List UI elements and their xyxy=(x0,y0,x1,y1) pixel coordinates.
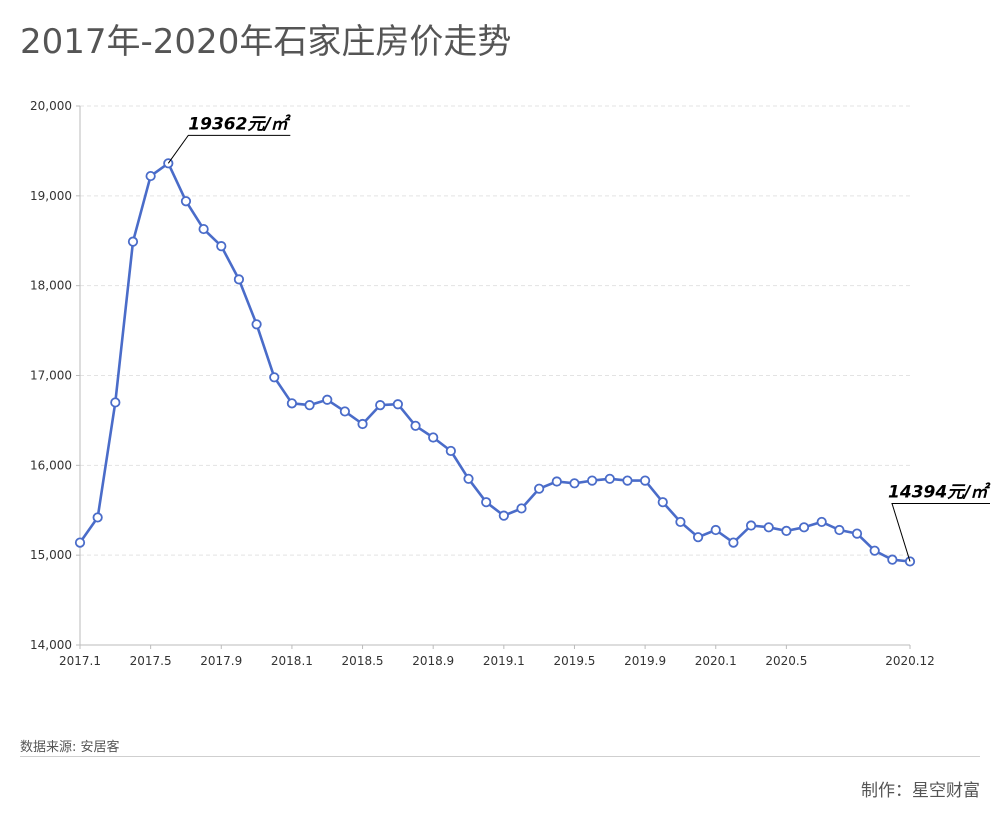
callout-label-end: 14394元/㎡ xyxy=(888,481,991,502)
data-point xyxy=(392,399,403,410)
x-tick-label: 2019.9 xyxy=(624,654,666,668)
data-point xyxy=(498,510,509,521)
data-point xyxy=(74,537,86,548)
data-point xyxy=(798,522,810,533)
data-point xyxy=(745,520,757,531)
data-point xyxy=(198,223,209,235)
callout-leader-peak xyxy=(167,134,291,164)
data-point xyxy=(710,524,721,536)
x-tick-label: 2020.5 xyxy=(765,654,807,668)
data-point xyxy=(339,406,350,417)
data-point xyxy=(569,478,580,489)
y-tick-label: 14,000 xyxy=(30,638,72,652)
data-point xyxy=(622,475,633,486)
x-tick-label: 2018.9 xyxy=(412,654,454,668)
footer-divider xyxy=(20,756,980,757)
x-axis-ticks: 2017.1 2017.5 2017.9 2018.1 2018.5 2018.9 2019… xyxy=(59,645,935,668)
data-point xyxy=(216,241,227,252)
data-point xyxy=(463,473,474,484)
data-point xyxy=(322,394,333,405)
data-point xyxy=(834,524,845,536)
data-point xyxy=(251,319,262,330)
series-layer xyxy=(74,158,916,567)
data-point xyxy=(145,170,156,182)
data-point xyxy=(375,400,386,411)
data-point xyxy=(604,473,615,484)
data-point xyxy=(692,532,704,543)
y-tick-label: 19,000 xyxy=(30,189,72,203)
data-point xyxy=(551,476,562,487)
y-tick-label: 18,000 xyxy=(30,279,72,293)
data-point xyxy=(410,420,421,431)
data-point xyxy=(357,418,368,430)
data-point xyxy=(269,372,280,383)
x-tick-label: 2020.1 xyxy=(695,654,737,668)
callouts: 19362元/㎡ 14394元/㎡ xyxy=(167,113,991,562)
x-tick-label: 2018.5 xyxy=(342,654,384,668)
data-point xyxy=(728,537,739,548)
x-tick-label: 2017.9 xyxy=(200,654,242,668)
data-point xyxy=(763,522,774,533)
credit-text: 制作：星空财富 xyxy=(861,781,980,801)
x-tick-label: 2020.12 xyxy=(885,654,935,668)
data-point xyxy=(180,196,192,207)
data-point xyxy=(428,432,439,443)
data-point xyxy=(675,516,686,528)
y-tick-label: 15,000 xyxy=(30,548,72,562)
data-point xyxy=(869,545,880,556)
chart-title: 2017年-2020年石家庄房价走势 xyxy=(20,22,512,62)
grid-lines xyxy=(80,105,910,556)
data-point xyxy=(640,475,651,486)
data-point xyxy=(587,475,598,486)
data-point xyxy=(233,274,245,285)
data-point xyxy=(851,528,863,539)
x-tick-label: 2017.5 xyxy=(130,654,172,668)
data-point xyxy=(481,497,492,508)
data-point xyxy=(127,236,139,247)
data-point xyxy=(286,398,298,409)
data-point xyxy=(657,497,668,508)
x-tick-label: 2017.1 xyxy=(59,654,101,668)
callout-label-peak: 19362元/㎡ xyxy=(188,113,291,134)
y-tick-label: 20,000 xyxy=(30,99,72,113)
data-point xyxy=(781,525,792,537)
data-point xyxy=(516,503,527,514)
data-point xyxy=(534,483,545,494)
y-axis-ticks: 14,000 15,000 16,000 17,000 18,000 19,000 20,0… xyxy=(30,99,80,652)
x-tick-label: 2019.5 xyxy=(553,654,595,668)
x-tick-label: 2019.1 xyxy=(483,654,525,668)
series-line xyxy=(78,162,911,563)
y-tick-label: 16,000 xyxy=(30,458,72,472)
data-point xyxy=(816,516,827,528)
x-tick-label: 2018.1 xyxy=(271,654,313,668)
callout-leader-end xyxy=(891,502,990,562)
data-point xyxy=(445,445,456,457)
data-source: 数据来源: 安居客 xyxy=(20,740,120,755)
data-point xyxy=(887,554,898,565)
data-point xyxy=(110,397,121,408)
data-point xyxy=(304,400,315,411)
y-tick-label: 17,000 xyxy=(30,369,72,383)
data-point xyxy=(92,512,103,523)
